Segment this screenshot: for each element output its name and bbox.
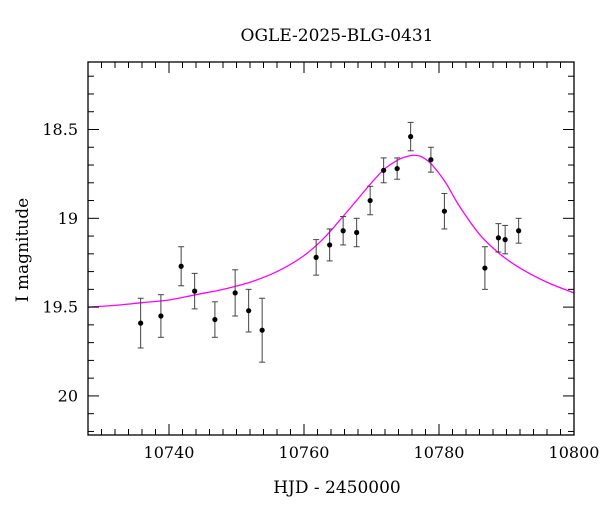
data-marker — [192, 288, 198, 294]
data-point — [407, 121, 414, 152]
tick-labels: 10740 10760 10780 10800 18.5 19 19.5 20 — [42, 120, 599, 462]
data-point — [515, 217, 522, 244]
data-marker — [138, 320, 144, 326]
y-tick-label: 19 — [58, 209, 78, 228]
data-marker — [158, 313, 164, 319]
data-marker — [232, 290, 238, 296]
data-marker — [441, 208, 447, 214]
data-point — [232, 269, 239, 317]
x-axis-label: HJD - 2450000 — [273, 478, 401, 498]
x-tick-label: 10760 — [279, 443, 330, 462]
data-point — [380, 157, 387, 184]
axis-ticks — [87, 62, 575, 435]
data-point — [245, 288, 252, 333]
data-point — [178, 246, 185, 287]
data-point — [137, 297, 144, 349]
data-marker — [428, 157, 434, 163]
data-marker — [367, 197, 373, 204]
data-point — [259, 297, 266, 363]
model-curve — [88, 154, 574, 308]
data-marker — [327, 242, 333, 248]
data-point — [441, 192, 448, 230]
data-point — [326, 228, 333, 262]
data-point — [340, 216, 347, 246]
y-tick-label: 19.5 — [42, 298, 78, 317]
x-tick-label: 10800 — [549, 443, 600, 462]
data-marker — [340, 228, 346, 234]
data-marker — [381, 167, 387, 173]
data-marker — [495, 235, 501, 241]
data-point — [353, 217, 360, 248]
data-marker — [502, 237, 508, 243]
data-point — [191, 272, 198, 310]
data-marker — [178, 263, 184, 269]
data-point — [211, 301, 218, 338]
data-marker — [482, 265, 488, 271]
plot-area — [88, 121, 574, 363]
data-marker — [408, 134, 414, 140]
x-tick-label: 10740 — [144, 443, 195, 462]
data-point — [394, 157, 401, 180]
y-axis-label: I magnitude — [13, 198, 33, 302]
data-point — [502, 224, 509, 255]
data-point — [157, 294, 164, 338]
data-point — [313, 239, 320, 276]
y-tick-label: 20 — [58, 386, 78, 405]
data-marker — [354, 229, 360, 236]
plot-frame — [87, 61, 575, 436]
data-marker — [246, 308, 252, 314]
data-point — [427, 146, 434, 173]
data-point — [481, 246, 488, 290]
x-tick-label: 10780 — [414, 443, 465, 462]
data-point — [367, 185, 374, 216]
data-marker — [212, 316, 218, 323]
data-marker — [259, 327, 265, 333]
data-marker — [313, 254, 319, 260]
y-tick-label: 18.5 — [42, 120, 78, 139]
data-marker — [394, 165, 400, 172]
data-marker — [516, 228, 522, 234]
data-point — [495, 223, 502, 253]
chart-title: OGLE-2025-BLG-0431 — [241, 26, 434, 46]
